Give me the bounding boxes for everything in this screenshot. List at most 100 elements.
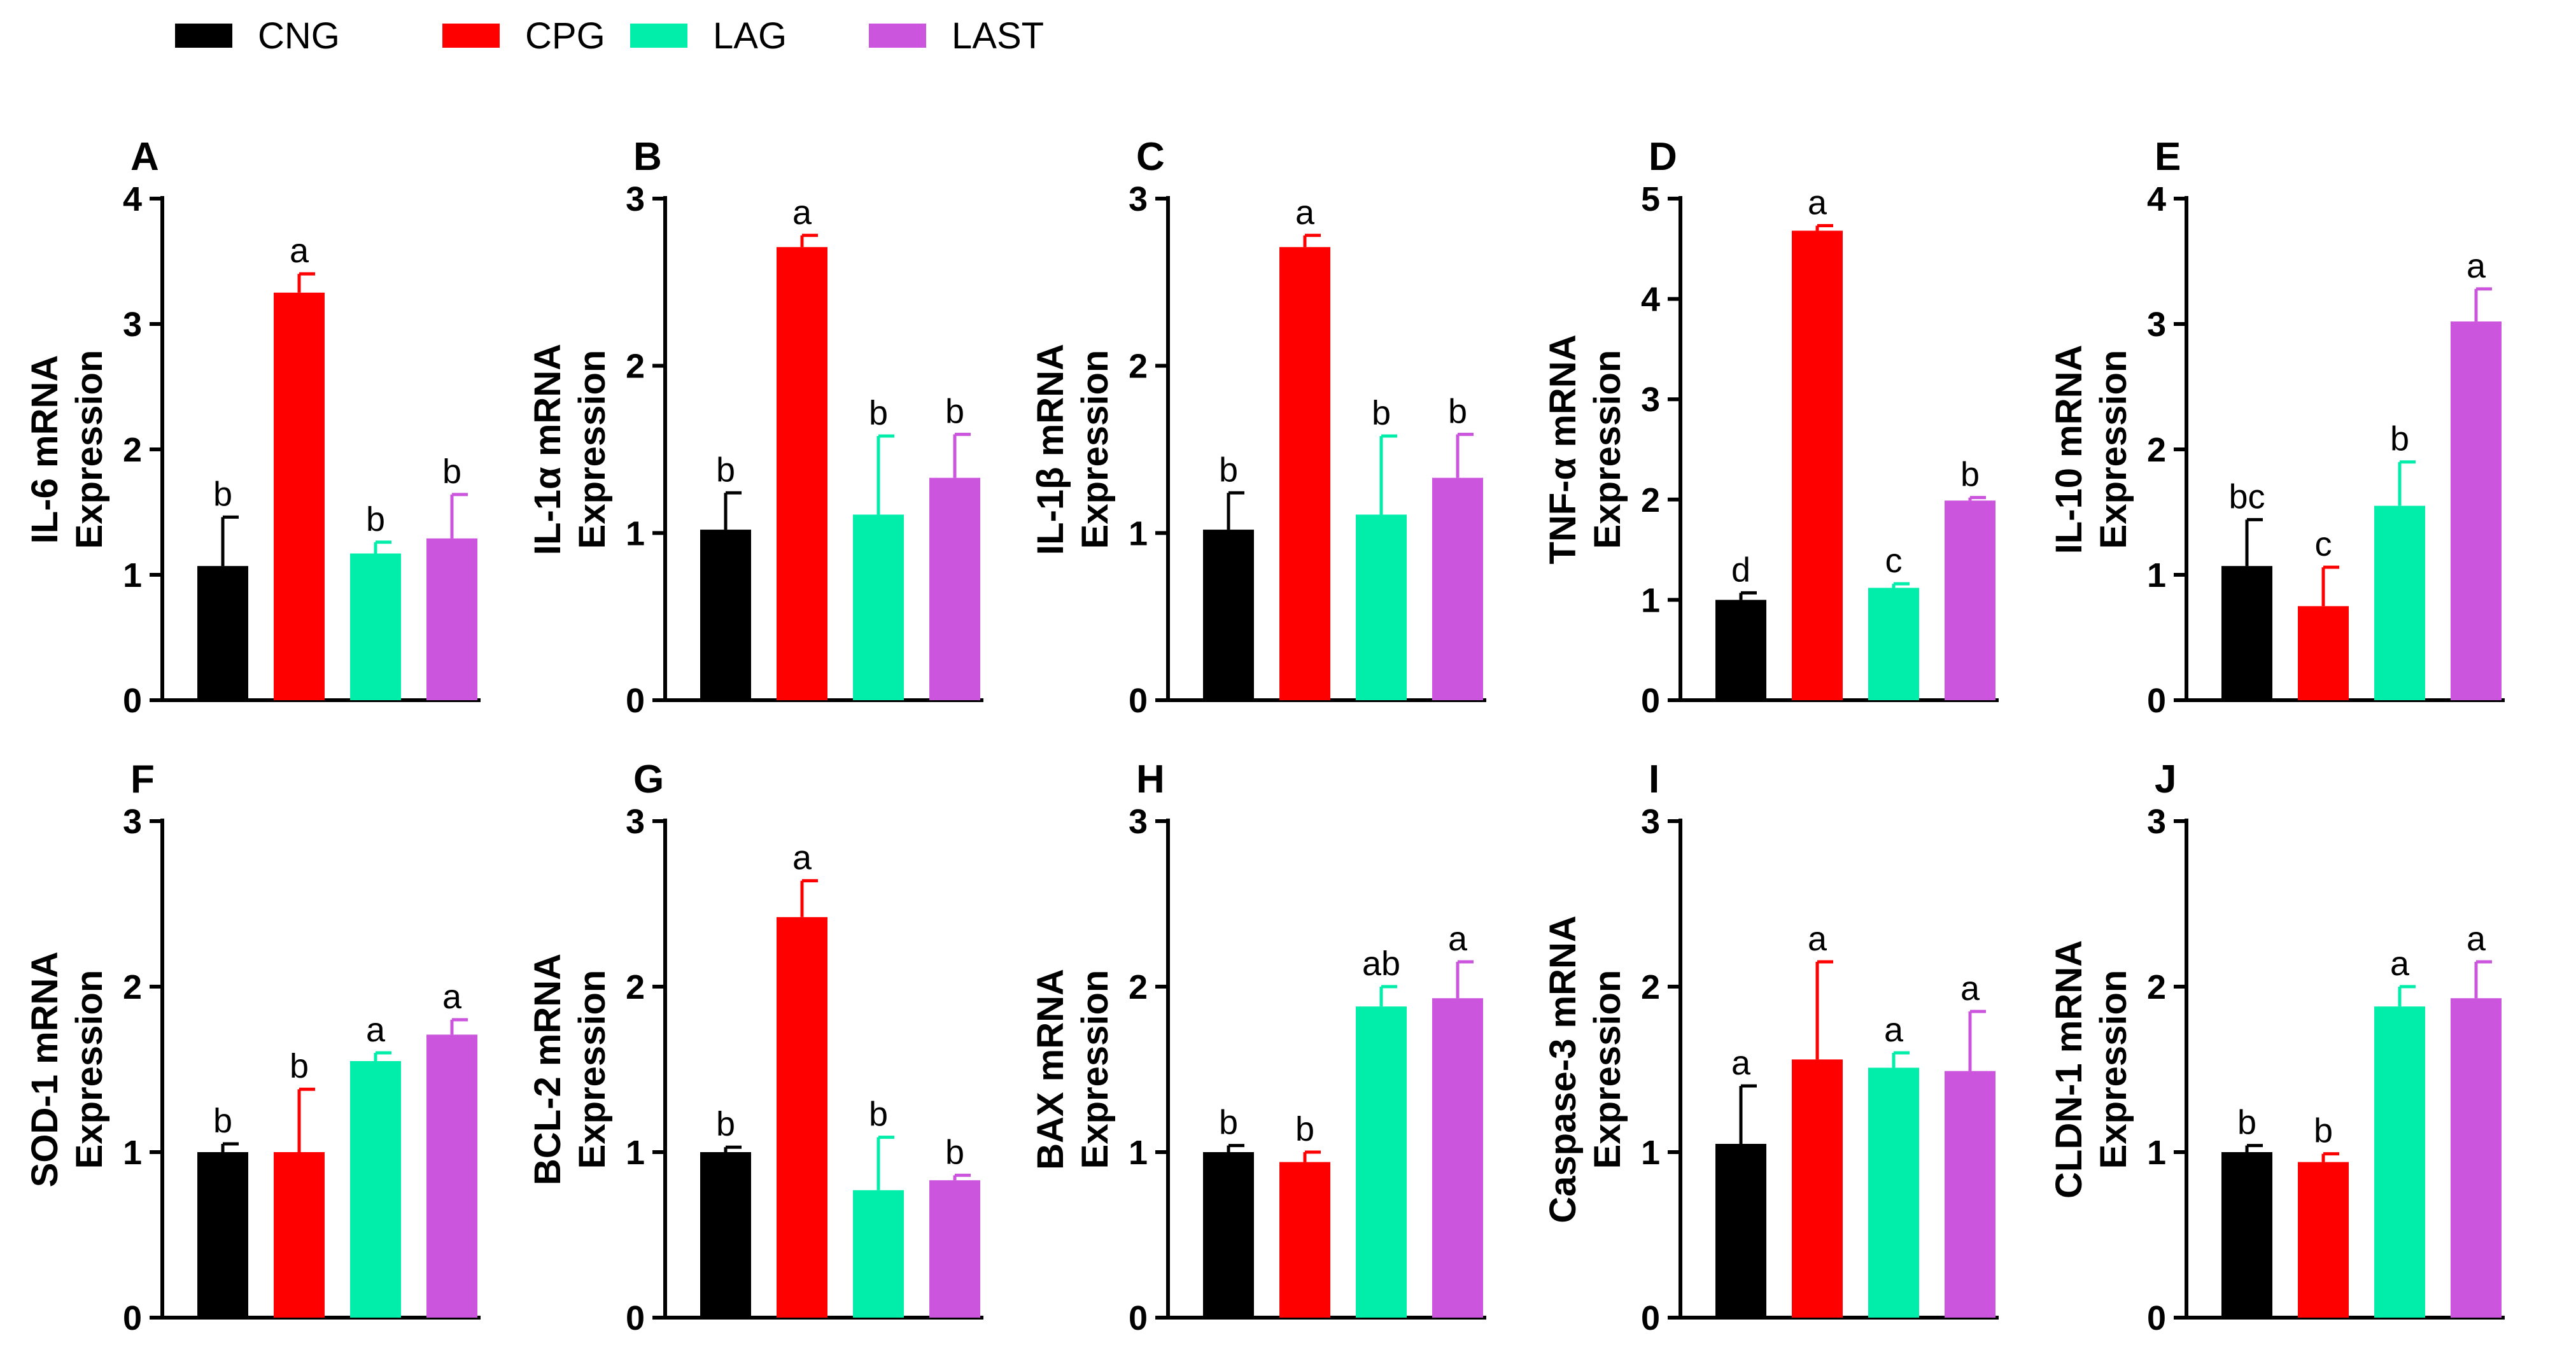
significance-label: a — [290, 232, 309, 270]
y-tick-label: 1 — [1641, 581, 1660, 619]
significance-label: a — [1884, 1011, 1904, 1049]
y-tick-label: 2 — [1129, 968, 1148, 1006]
y-tick-label: 2 — [2147, 431, 2166, 469]
y-tick-label: 3 — [1129, 180, 1148, 218]
panel-e: E IL-10 mRNA Expression 0 1 2 3 4 bc c b a — [2048, 135, 2505, 720]
y-tick-label: 1 — [626, 1134, 645, 1172]
panel-i: I Caspase-3 mRNA Expression 0 1 2 3 a a a a — [1542, 757, 1999, 1337]
bar-lag — [2374, 1006, 2425, 1318]
y-tick-label: 0 — [1129, 1299, 1148, 1337]
significance-label: c — [2315, 525, 2332, 563]
y-tick-label: 2 — [626, 348, 645, 386]
bar-cpg — [2298, 1162, 2349, 1318]
bar-cpg — [1279, 247, 1330, 700]
y-axis-label: Expression — [1587, 970, 1628, 1169]
legend-label-cng: CNG — [258, 15, 340, 57]
significance-label: b — [213, 1102, 232, 1140]
significance-label: a — [792, 839, 812, 877]
y-tick-label: 3 — [2147, 803, 2166, 841]
y-axis-label: SOD-1 mRNA — [24, 952, 66, 1188]
legend: CNG CPG LAG LAST — [175, 15, 1044, 57]
significance-label: b — [1960, 456, 1980, 494]
significance-label: b — [2314, 1112, 2333, 1150]
bar-cng — [700, 1152, 751, 1318]
significance-label: a — [442, 978, 462, 1016]
significance-label: b — [1219, 1104, 1238, 1142]
bar-lag — [1356, 514, 1407, 700]
significance-label: b — [1372, 394, 1391, 432]
significance-label: a — [1295, 194, 1315, 232]
y-tick-label: 0 — [1129, 682, 1148, 720]
bar-cng — [700, 530, 751, 700]
y-tick-label: 0 — [2147, 1299, 2166, 1337]
y-tick-label: 3 — [1641, 803, 1660, 841]
y-tick-label: 0 — [1641, 1299, 1660, 1337]
y-tick-label: 2 — [1641, 481, 1660, 519]
significance-label: a — [792, 194, 812, 232]
significance-label: b — [290, 1047, 309, 1085]
significance-label: b — [945, 392, 964, 430]
y-axis-label: Expression — [572, 970, 613, 1169]
significance-label: b — [945, 1133, 964, 1171]
y-tick-label: 1 — [2147, 1134, 2166, 1172]
bar-last — [426, 1034, 477, 1318]
y-tick-label: 3 — [1641, 381, 1660, 419]
y-tick-label: 3 — [1129, 803, 1148, 841]
panel-b: B IL-1α mRNA Expression 0 1 2 3 b a b b — [527, 135, 983, 720]
y-tick-label: 1 — [123, 556, 142, 595]
panel-h: H BAX mRNA Expression 0 1 2 3 b b ab a — [1030, 757, 1486, 1337]
significance-label: b — [213, 475, 232, 513]
y-axis-label: IL-10 mRNA — [2048, 345, 2090, 554]
significance-label: b — [716, 1105, 735, 1143]
bar-lag — [853, 514, 904, 700]
y-tick-label: 2 — [626, 968, 645, 1006]
bar-cpg — [777, 247, 827, 700]
bar-lag — [1868, 1067, 1919, 1318]
y-tick-label: 2 — [123, 968, 142, 1006]
significance-label: b — [2390, 420, 2409, 458]
y-tick-label: 3 — [123, 306, 142, 344]
y-tick-label: 3 — [123, 803, 142, 841]
bar-cng — [1715, 1144, 1766, 1318]
y-axis-label: IL-6 mRNA — [24, 355, 66, 544]
y-axis-label: BCL-2 mRNA — [527, 954, 568, 1185]
bar-lag — [853, 1190, 904, 1318]
panel-letter: H — [1136, 757, 1165, 801]
significance-label: b — [2237, 1104, 2256, 1142]
y-tick-label: 0 — [1641, 682, 1660, 720]
bar-lag — [2374, 505, 2425, 700]
significance-label: b — [869, 1095, 888, 1134]
bar-cng — [197, 566, 248, 700]
y-tick-label: 3 — [626, 180, 645, 218]
bar-last — [1945, 500, 1995, 700]
y-tick-label: 0 — [2147, 682, 2166, 720]
bar-cpg — [274, 292, 325, 700]
y-tick-label: 4 — [2147, 180, 2166, 218]
significance-label: b — [1295, 1110, 1314, 1148]
significance-label: a — [366, 1011, 386, 1049]
bar-lag — [350, 1061, 401, 1318]
y-axis-label: Caspase-3 mRNA — [1542, 915, 1584, 1223]
significance-label: a — [1448, 920, 1468, 958]
y-axis-label: CLDN-1 mRNA — [2048, 940, 2090, 1199]
bar-cpg — [777, 917, 827, 1318]
significance-label: c — [1885, 542, 1903, 580]
bar-cng — [2221, 1152, 2272, 1318]
legend-swatch-cpg — [442, 24, 500, 48]
y-tick-label: 0 — [123, 1299, 142, 1337]
panel-letter: C — [1136, 135, 1165, 179]
panel-letter: E — [2155, 135, 2181, 179]
significance-label: a — [1960, 969, 1980, 1008]
legend-label-last: LAST — [952, 15, 1044, 57]
panel-d: D TNF-α mRNA Expression 0 1 2 3 4 5 d a c b — [1542, 135, 1999, 720]
significance-label: b — [1219, 451, 1238, 489]
y-axis-label: TNF-α mRNA — [1542, 334, 1584, 564]
bar-last — [1432, 477, 1483, 700]
bar-cpg — [1792, 230, 1843, 700]
y-tick-label: 4 — [123, 180, 142, 218]
legend-swatch-last — [869, 24, 926, 48]
legend-label-lag: LAG — [713, 15, 787, 57]
y-tick-label: 1 — [2147, 556, 2166, 595]
